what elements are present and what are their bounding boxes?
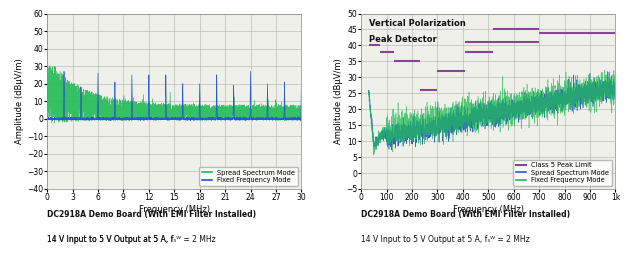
- Text: DC2918A Demo Board (With EMI Filter Installed): DC2918A Demo Board (With EMI Filter Inst…: [47, 210, 256, 219]
- Text: 14 V Input to 5 V Output at 5 A, fₛᵂ = 2 MHz: 14 V Input to 5 V Output at 5 A, fₛᵂ = 2…: [47, 235, 216, 244]
- Y-axis label: Amplitude (dBµV/m): Amplitude (dBµV/m): [334, 58, 343, 144]
- Legend: Class 5 Peak Limit, Spread Spectrum Mode, Fixed Frequency Mode: Class 5 Peak Limit, Spread Spectrum Mode…: [514, 160, 612, 186]
- Legend: Spread Spectrum Mode, Fixed Frequency Mode: Spread Spectrum Mode, Fixed Frequency Mo…: [200, 167, 298, 186]
- Text: DC2918A Demo Board (With EMI Filter Installed): DC2918A Demo Board (With EMI Filter Inst…: [361, 210, 570, 219]
- Text: 14 V Input to 5 V Output at 5 A, fₛᵂ = 2 MHz: 14 V Input to 5 V Output at 5 A, fₛᵂ = 2…: [361, 235, 530, 244]
- Y-axis label: Amplitude (dBµV/m): Amplitude (dBµV/m): [15, 58, 24, 144]
- X-axis label: Frequency (MHz): Frequency (MHz): [139, 205, 210, 214]
- Text: 14 V Input to 5 V Output at 5 A, f: 14 V Input to 5 V Output at 5 A, f: [47, 235, 173, 244]
- Text: Peak Detector: Peak Detector: [369, 35, 436, 43]
- X-axis label: Frequency (MHz): Frequency (MHz): [453, 205, 524, 214]
- Text: Vertical Polarization: Vertical Polarization: [369, 19, 465, 28]
